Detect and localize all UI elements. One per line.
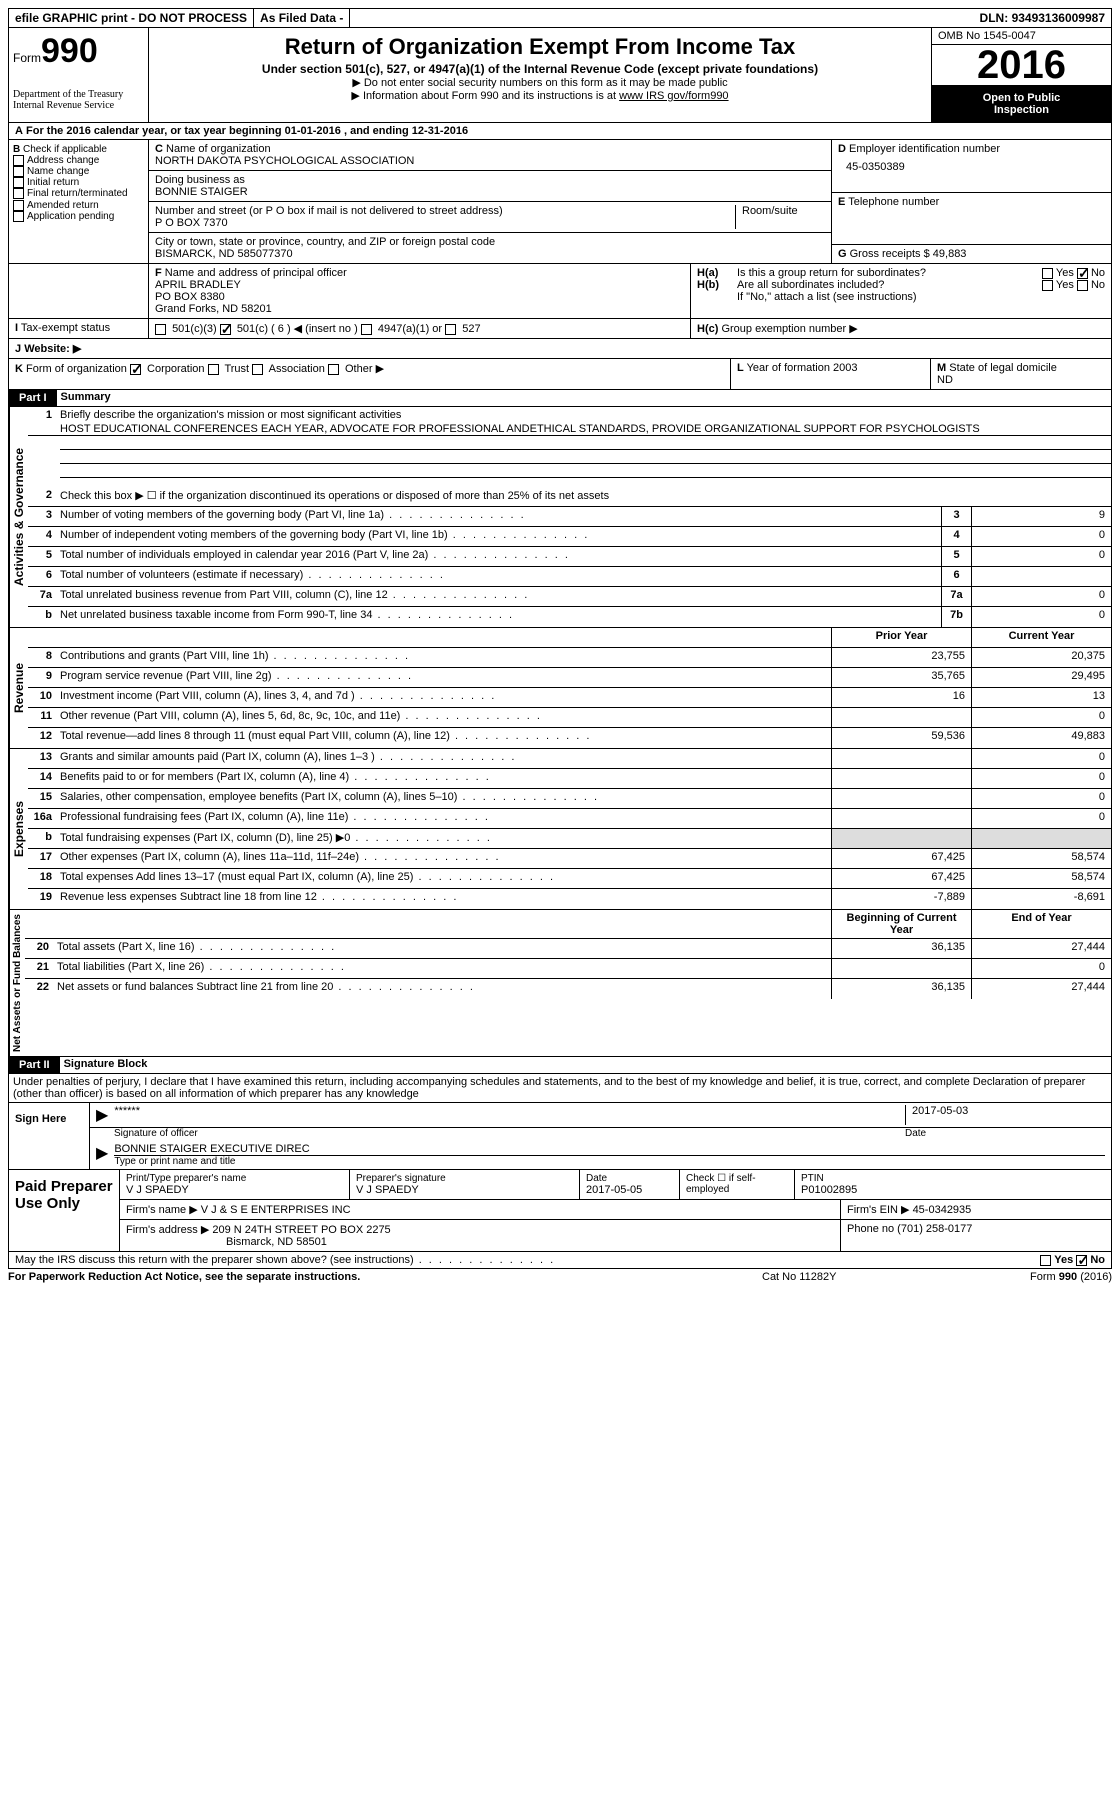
summary-line: 22Net assets or fund balances Subtract l…	[25, 979, 1111, 999]
summary-line: 16aProfessional fundraising fees (Part I…	[28, 809, 1111, 829]
summary-line: 12Total revenue—add lines 8 through 11 (…	[28, 728, 1111, 748]
perjury-statement: Under penalties of perjury, I declare th…	[8, 1074, 1112, 1103]
final-return-checkbox[interactable]	[13, 188, 24, 199]
vertical-label-revenue: Revenue	[9, 628, 28, 748]
form-info2: ▶ Information about Form 990 and its ins…	[159, 89, 921, 102]
form-subtitle: Under section 501(c), 527, or 4947(a)(1)…	[159, 62, 921, 76]
form-number: Form990	[13, 32, 144, 71]
summary-line: 13Grants and similar amounts paid (Part …	[28, 749, 1111, 769]
section-a: A For the 2016 calendar year, or tax yea…	[8, 123, 1112, 140]
association-checkbox[interactable]	[252, 364, 263, 375]
summary-line: 15Salaries, other compensation, employee…	[28, 789, 1111, 809]
footer: For Paperwork Reduction Act Notice, see …	[8, 1269, 1112, 1285]
501c3-checkbox[interactable]	[155, 324, 166, 335]
name-change-checkbox[interactable]	[13, 166, 24, 177]
prior-year-header: Prior Year	[831, 628, 971, 647]
ha-no-checkbox[interactable]	[1077, 268, 1088, 279]
section-h: H(a) Is this a group return for subordin…	[691, 264, 1111, 318]
corporation-checkbox[interactable]	[130, 364, 141, 375]
summary-line: 3Number of voting members of the governi…	[28, 507, 1111, 527]
paid-preparer-label: Paid Preparer Use Only	[9, 1170, 119, 1251]
mission-text: HOST EDUCATIONAL CONFERENCES EACH YEAR, …	[28, 423, 1111, 436]
tax-status-row: I Tax-exempt status 501(c)(3) 501(c) ( 6…	[8, 319, 1112, 339]
org-info-grid: B Check if applicable Address change Nam…	[8, 140, 1112, 264]
form-info1: ▶ Do not enter social security numbers o…	[159, 76, 921, 89]
summary-line: 18Total expenses Add lines 13–17 (must e…	[28, 869, 1111, 889]
summary-line: 7aTotal unrelated business revenue from …	[28, 587, 1111, 607]
form-org-row: K Form of organization Corporation Trust…	[8, 359, 1112, 390]
other-checkbox[interactable]	[328, 364, 339, 375]
vertical-label-expenses: Expenses	[9, 749, 28, 909]
address-cell: Number and street (or P O box if mail is…	[149, 202, 831, 233]
summary-line: 4Number of independent voting members of…	[28, 527, 1111, 547]
current-year-header: Current Year	[971, 628, 1111, 647]
end-year-header: End of Year	[971, 910, 1111, 938]
department-label: Department of the Treasury Internal Reve…	[13, 89, 144, 111]
ha-yes-checkbox[interactable]	[1042, 268, 1053, 279]
4947-checkbox[interactable]	[361, 324, 372, 335]
summary-line: bNet unrelated business taxable income f…	[28, 607, 1111, 627]
summary-expenses: Expenses 13Grants and similar amounts pa…	[8, 749, 1112, 910]
paid-preparer-block: Paid Preparer Use Only Print/Type prepar…	[8, 1170, 1112, 1252]
form-header: Form990 Department of the Treasury Inter…	[8, 28, 1112, 123]
asfiled-label: As Filed Data -	[254, 9, 350, 27]
efile-label: efile GRAPHIC print - DO NOT PROCESS	[9, 9, 254, 27]
initial-return-checkbox[interactable]	[13, 177, 24, 188]
501c-checkbox[interactable]	[220, 324, 231, 335]
summary-line: 17Other expenses (Part IX, column (A), l…	[28, 849, 1111, 869]
527-checkbox[interactable]	[445, 324, 456, 335]
sign-here-label: Sign Here	[9, 1103, 89, 1169]
irs-link[interactable]: www IRS gov/form990	[619, 90, 728, 102]
section-f: F Name and address of principal officer …	[149, 264, 691, 318]
address-change-checkbox[interactable]	[13, 155, 24, 166]
ein-cell: D Employer identification number 45-0350…	[832, 140, 1111, 193]
summary-line: 10Investment income (Part VIII, column (…	[28, 688, 1111, 708]
website-row: J Website: ▶	[8, 339, 1112, 359]
summary-line: 5Total number of individuals employed in…	[28, 547, 1111, 567]
sign-here-block: Sign Here ▶ ****** 2017-05-03 Signature …	[8, 1103, 1112, 1170]
part1-header: Part I Summary	[8, 390, 1112, 407]
summary-line: 20Total assets (Part X, line 16)36,13527…	[25, 939, 1111, 959]
summary-governance: Activities & Governance 1 Briefly descri…	[8, 407, 1112, 628]
name-arrow-icon: ▶	[96, 1143, 108, 1167]
summary-line: 6Total number of volunteers (estimate if…	[28, 567, 1111, 587]
org-name-cell: C Name of organization NORTH DAKOTA PSYC…	[149, 140, 831, 171]
summary-line: 8Contributions and grants (Part VIII, li…	[28, 648, 1111, 668]
amended-return-checkbox[interactable]	[13, 200, 24, 211]
summary-line: 11Other revenue (Part VIII, column (A), …	[28, 708, 1111, 728]
discuss-yes-checkbox[interactable]	[1040, 1255, 1051, 1266]
summary-line: bTotal fundraising expenses (Part IX, co…	[28, 829, 1111, 849]
dba-cell: Doing business as BONNIE STAIGER	[149, 171, 831, 202]
vertical-label-net: Net Assets or Fund Balances	[9, 910, 25, 1056]
inspection-notice: Open to Public Inspection	[932, 86, 1111, 122]
top-bar: efile GRAPHIC print - DO NOT PROCESS As …	[8, 8, 1112, 28]
tax-year: 2016	[932, 45, 1111, 86]
vertical-label-governance: Activities & Governance	[9, 407, 28, 627]
form-title: Return of Organization Exempt From Incom…	[159, 34, 921, 60]
hb-yes-checkbox[interactable]	[1042, 280, 1053, 291]
summary-revenue: Revenue Prior Year Current Year 8Contrib…	[8, 628, 1112, 749]
signature-arrow-icon: ▶	[96, 1105, 108, 1125]
application-pending-checkbox[interactable]	[13, 211, 24, 222]
summary-line: 19Revenue less expenses Subtract line 18…	[28, 889, 1111, 909]
summary-line: 14Benefits paid to or for members (Part …	[28, 769, 1111, 789]
summary-line: 21Total liabilities (Part X, line 26)0	[25, 959, 1111, 979]
hb-no-checkbox[interactable]	[1077, 280, 1088, 291]
discuss-row: May the IRS discuss this return with the…	[8, 1252, 1112, 1269]
dln: DLN: 93493136009987	[974, 9, 1111, 27]
trust-checkbox[interactable]	[208, 364, 219, 375]
telephone-cell: E Telephone number	[832, 193, 1111, 246]
begin-year-header: Beginning of Current Year	[831, 910, 971, 938]
section-b: B Check if applicable Address change Nam…	[9, 140, 149, 263]
summary-line: 9Program service revenue (Part VIII, lin…	[28, 668, 1111, 688]
gross-receipts-cell: G Gross receipts $ 49,883	[832, 245, 1111, 263]
discuss-no-checkbox[interactable]	[1076, 1255, 1087, 1266]
summary-net-assets: Net Assets or Fund Balances Beginning of…	[8, 910, 1112, 1057]
part2-header: Part II Signature Block	[8, 1057, 1112, 1074]
city-cell: City or town, state or province, country…	[149, 233, 831, 263]
officer-group-row: F Name and address of principal officer …	[8, 264, 1112, 319]
